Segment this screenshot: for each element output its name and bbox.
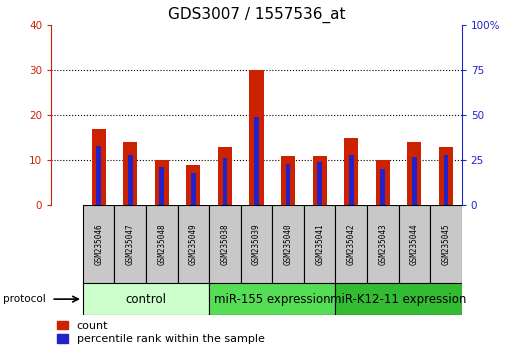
- Bar: [114, 205, 146, 283]
- Bar: [349, 155, 353, 205]
- Bar: [96, 146, 101, 205]
- Bar: [317, 162, 322, 205]
- Bar: [304, 205, 336, 283]
- Text: GSM235049: GSM235049: [189, 223, 198, 265]
- Bar: [439, 147, 453, 205]
- Bar: [286, 164, 290, 205]
- Text: GSM235048: GSM235048: [157, 223, 166, 265]
- Title: GDS3007 / 1557536_at: GDS3007 / 1557536_at: [168, 7, 345, 23]
- Bar: [272, 205, 304, 283]
- Bar: [336, 205, 367, 283]
- Bar: [218, 147, 232, 205]
- Bar: [123, 142, 137, 205]
- Bar: [191, 173, 196, 205]
- Text: GSM235046: GSM235046: [94, 223, 103, 265]
- Bar: [249, 70, 264, 205]
- Bar: [83, 205, 114, 283]
- Bar: [430, 205, 462, 283]
- Bar: [407, 142, 422, 205]
- Bar: [312, 156, 327, 205]
- Bar: [376, 160, 390, 205]
- Text: GSM235039: GSM235039: [252, 223, 261, 265]
- Legend: count, percentile rank within the sample: count, percentile rank within the sample: [57, 321, 265, 344]
- Bar: [336, 283, 462, 315]
- Text: GSM235038: GSM235038: [221, 223, 229, 265]
- Bar: [128, 155, 132, 205]
- Bar: [281, 156, 295, 205]
- Bar: [209, 283, 336, 315]
- Text: miR-K12-11 expression: miR-K12-11 expression: [330, 293, 467, 306]
- Bar: [146, 205, 177, 283]
- Text: GSM235043: GSM235043: [378, 223, 387, 265]
- Bar: [155, 160, 169, 205]
- Text: miR-155 expression: miR-155 expression: [214, 293, 330, 306]
- Bar: [241, 205, 272, 283]
- Text: GSM235045: GSM235045: [441, 223, 450, 265]
- Bar: [177, 205, 209, 283]
- Text: GSM235047: GSM235047: [126, 223, 135, 265]
- Bar: [83, 283, 209, 315]
- Bar: [186, 165, 201, 205]
- Text: GSM235042: GSM235042: [347, 223, 356, 265]
- Bar: [209, 205, 241, 283]
- Text: GSM235041: GSM235041: [315, 223, 324, 265]
- Bar: [160, 167, 164, 205]
- Bar: [254, 117, 259, 205]
- Text: GSM235044: GSM235044: [410, 223, 419, 265]
- Bar: [344, 138, 358, 205]
- Text: GSM235040: GSM235040: [284, 223, 292, 265]
- Bar: [223, 158, 227, 205]
- Bar: [367, 205, 399, 283]
- Bar: [91, 129, 106, 205]
- Text: control: control: [126, 293, 167, 306]
- Bar: [412, 156, 417, 205]
- Bar: [444, 155, 448, 205]
- Bar: [381, 169, 385, 205]
- Text: protocol: protocol: [3, 294, 45, 304]
- Bar: [399, 205, 430, 283]
